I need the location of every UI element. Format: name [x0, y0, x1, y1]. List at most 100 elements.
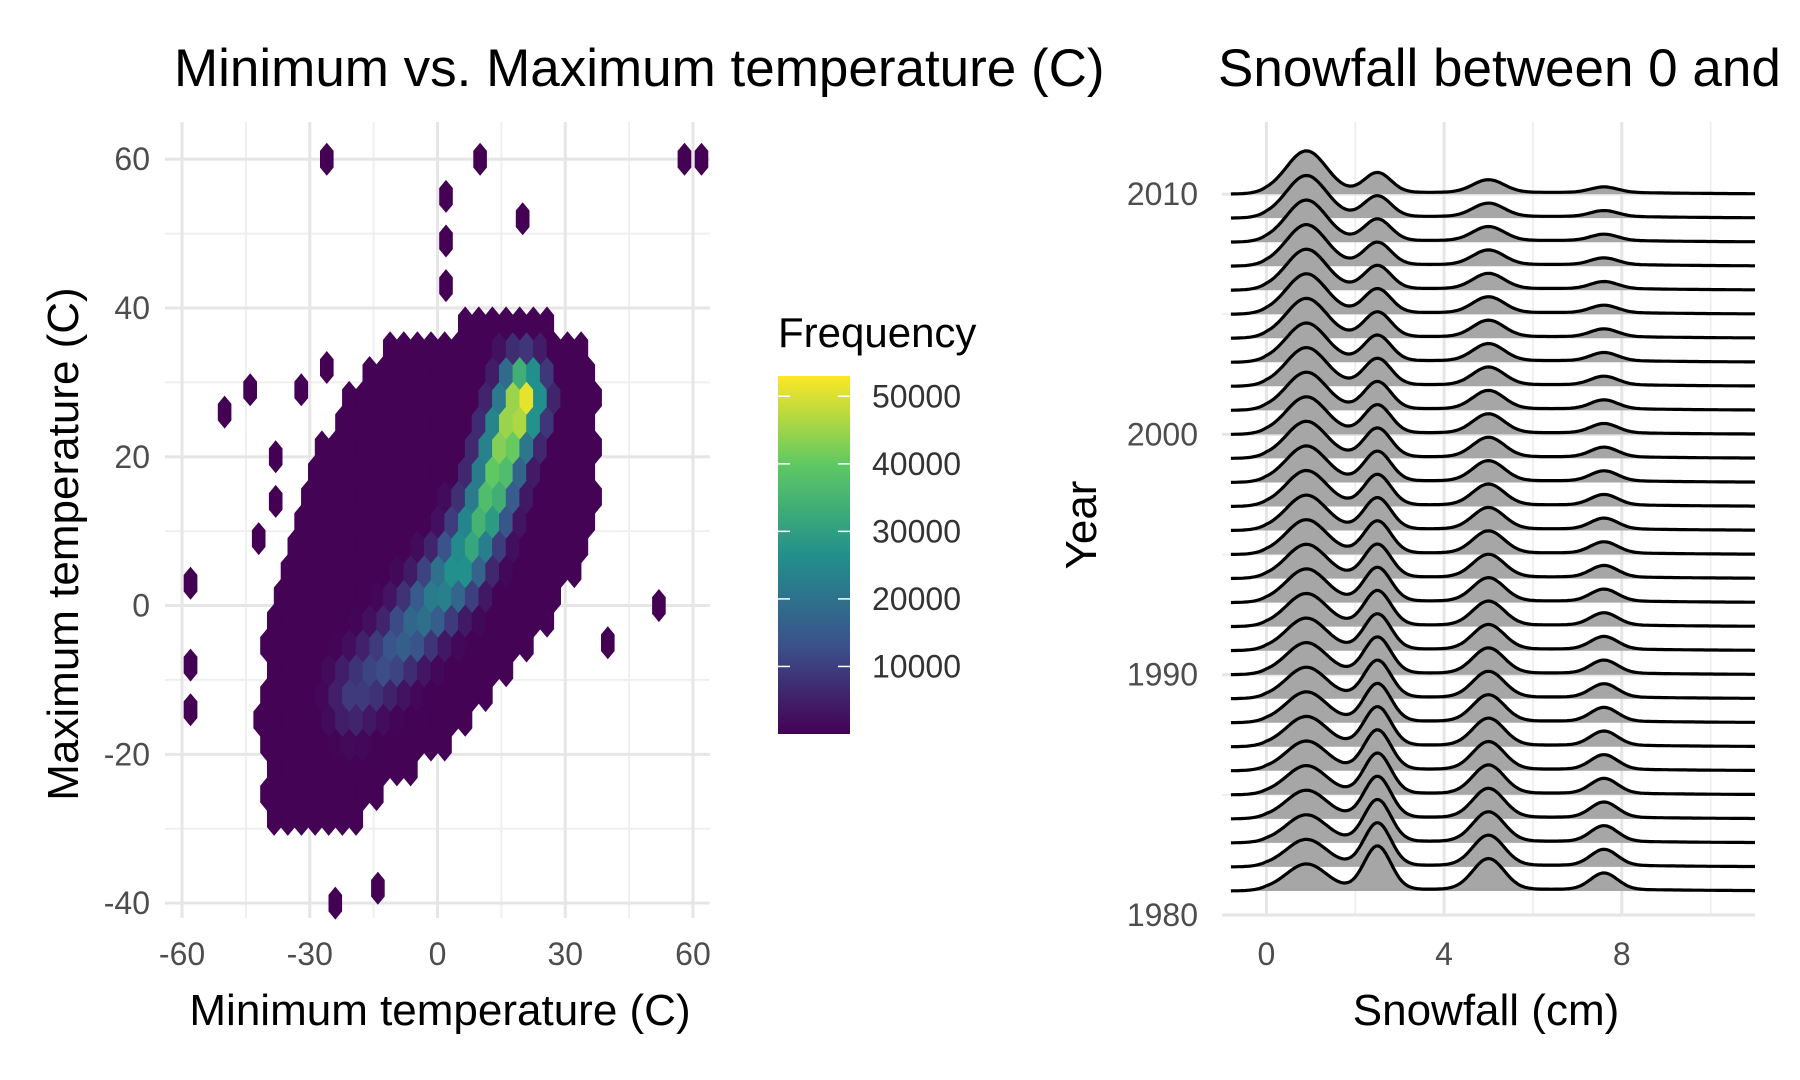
hex-cell-outlier — [694, 142, 709, 176]
ridgeline-density-line — [1230, 635, 1755, 677]
ridgeline-density-fill — [1230, 544, 1755, 579]
ridgeline-density-fill — [1230, 776, 1755, 819]
hex-cell-outlier — [320, 142, 334, 176]
hex-cell-outlier — [183, 566, 198, 600]
ridgeline-x-axis-title: Snowfall (cm) — [1353, 986, 1620, 1035]
ridgeline-density-fill — [1230, 224, 1755, 267]
ridgeline-density-fill — [1230, 273, 1755, 315]
ridgeline-density-line — [1230, 173, 1755, 220]
ridgeline-density-line — [1230, 774, 1755, 821]
ridgeline-density-fill — [1230, 347, 1755, 387]
ridgeline-density-fill — [1230, 753, 1755, 795]
ridgeline-x-tick-label: 0 — [1258, 936, 1276, 972]
hex-cell-outlier — [294, 373, 309, 407]
hex-cell-outlier — [677, 142, 692, 176]
ridgeline-x-tick-label: 8 — [1613, 936, 1631, 972]
ridgeline-y-axis-title: Year — [1057, 481, 1106, 570]
frequency-legend: Frequency 10000 20000 30000 40000 50000 — [778, 309, 976, 734]
ridgeline-density-line — [1230, 395, 1755, 436]
ridgeline-density-fill — [1230, 822, 1755, 867]
ridgeline-density-fill — [1230, 495, 1755, 531]
hex-cell-outlier — [439, 179, 453, 213]
hex-cell — [573, 331, 589, 366]
ridgeline-density-line — [1230, 370, 1755, 412]
legend-colorbar — [778, 376, 850, 734]
ridgeline-density-fill — [1230, 421, 1755, 459]
ridgeline-x-tick-labels: 0 4 8 — [1258, 936, 1631, 972]
ridgeline-density-line — [1230, 296, 1755, 340]
ridgeline-density-fill — [1230, 637, 1755, 675]
hex-cell-outlier — [371, 871, 385, 905]
hex-cell-outlier — [439, 269, 453, 303]
ridgeline-density-line — [1230, 247, 1755, 292]
ridgeline-density-fill — [1230, 613, 1755, 651]
ridgeline-density-fill — [1230, 590, 1755, 627]
ridgeline-density-fill — [1230, 175, 1755, 219]
ridgeline-y-tick-labels: 1980 1990 2000 2010 — [1127, 176, 1198, 933]
ridgeline-density-fill — [1230, 470, 1755, 507]
hex-cell-outlier — [601, 626, 615, 660]
ridgeline-density-fill — [1230, 200, 1755, 243]
ridgeline-densities — [1230, 149, 1756, 893]
hex-cell-outlier — [243, 373, 257, 407]
legend-tick-label: 50000 — [872, 378, 961, 414]
ridgeline-density-line — [1230, 542, 1755, 581]
hexbin-y-tick-label: -40 — [104, 885, 150, 921]
ridgeline-density-line — [1230, 419, 1755, 460]
legend-tick-label: 20000 — [872, 581, 961, 617]
hexbin-y-axis-title: Maximum temperature (C) — [39, 287, 88, 800]
hexbin-y-tick-label: -20 — [104, 736, 150, 772]
ridgeline-chart: Snowfall between 0 and 0 4 8 1980 1990 2000 2… — [1057, 39, 1781, 1035]
ridgeline-density-line — [1230, 798, 1755, 845]
ridgeline-density-fill — [1230, 683, 1755, 723]
hexbin-x-tick-labels: -60 -30 0 30 60 — [159, 936, 711, 972]
ridgeline-density-fill — [1230, 799, 1755, 843]
ridgeline-density-line — [1230, 728, 1755, 773]
ridgeline-density-line — [1230, 588, 1755, 629]
legend-ticks: 10000 20000 30000 40000 50000 — [778, 378, 961, 684]
hexbin-y-tick-label: 40 — [114, 290, 150, 326]
ridgeline-density-fill — [1230, 846, 1755, 891]
ridgeline-title: Snowfall between 0 and — [1218, 39, 1781, 98]
ridgeline-density-line — [1230, 565, 1755, 605]
ridgeline-y-tick-label: 1980 — [1127, 897, 1198, 933]
hexbin-chart: Minimum vs. Maximum temperature (C) -60-… — [39, 39, 1105, 1035]
hexbin-x-tick-label: -30 — [287, 936, 333, 972]
hex-cell-outlier — [328, 886, 343, 920]
ridgeline-density-fill — [1230, 445, 1755, 483]
ridgeline-density-line — [1230, 518, 1755, 556]
ridgeline-density-line — [1230, 751, 1755, 797]
legend-tick-label: 30000 — [872, 513, 961, 549]
hex-cell-outlier — [251, 522, 266, 556]
hex-cell-outlier — [268, 440, 283, 474]
ridgeline-density-line — [1230, 444, 1756, 484]
hexbin-cells — [183, 142, 709, 920]
hex-cell — [539, 306, 555, 341]
ridgeline-density-line — [1230, 222, 1755, 268]
ridgeline-density-line — [1230, 658, 1755, 701]
hex-cell-outlier — [652, 589, 666, 623]
hexbin-x-tick-label: 30 — [547, 936, 583, 972]
hexbin-x-tick-label: 60 — [675, 936, 711, 972]
ridgeline-density-fill — [1230, 729, 1755, 771]
hexbin-title: Minimum vs. Maximum temperature (C) — [174, 39, 1105, 98]
ridgeline-density-line — [1230, 345, 1755, 388]
ridgeline-density-line — [1230, 198, 1755, 244]
ridgeline-density-line — [1230, 468, 1755, 508]
ridgeline-density-fill — [1230, 519, 1755, 555]
ridgeline-density-line — [1230, 821, 1755, 869]
hexbin-y-tick-label: 20 — [114, 439, 150, 475]
ridgeline-density-line — [1230, 705, 1755, 749]
ridgeline-density-fill — [1230, 298, 1755, 339]
hex-cell-outlier — [217, 395, 232, 429]
ridgeline-density-fill — [1230, 660, 1755, 699]
ridgeline-y-tick-label: 2000 — [1127, 416, 1198, 452]
hex-cell-outlier — [473, 142, 487, 176]
hex-cell-outlier — [183, 648, 198, 682]
hex-cell-outlier — [183, 693, 198, 727]
hex-cell-outlier — [439, 224, 453, 258]
hexbin-y-tick-labels: -40 -20 0 20 40 60 — [104, 141, 150, 921]
ridgeline-density-fill — [1230, 249, 1755, 291]
